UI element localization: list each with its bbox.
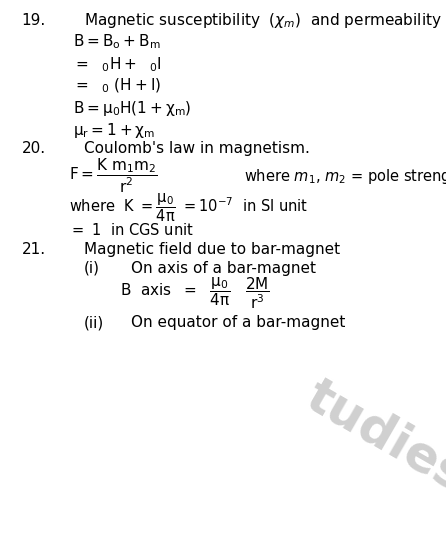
Text: 21.: 21. — [22, 242, 46, 257]
Text: $\mathrm{B = \mu_0 H\left(1 + \chi_m\right)}$: $\mathrm{B = \mu_0 H\left(1 + \chi_m\rig… — [73, 99, 192, 118]
Text: tudies: tudies — [297, 371, 446, 501]
Text: $\mathrm{F = \dfrac{K\ m_1 m_2}{r^2}}$: $\mathrm{F = \dfrac{K\ m_1 m_2}{r^2}}$ — [69, 157, 158, 195]
Text: where  $\mathrm{K\ = \dfrac{\mu_0}{4\pi}\ = 10^{-7}}$  in SI unit: where $\mathrm{K\ = \dfrac{\mu_0}{4\pi}\… — [69, 192, 308, 225]
Text: (ii): (ii) — [84, 315, 104, 330]
Text: $\mathrm{B\ \ axis\ \ =\ \ \dfrac{\mu_0}{4\pi}\ \ \ \dfrac{2M}{r^3}}$: $\mathrm{B\ \ axis\ \ =\ \ \dfrac{\mu_0}… — [120, 276, 270, 311]
Text: 20.: 20. — [22, 141, 46, 156]
Text: Magnetic susceptibility  $(\chi_{m})$  and permeability: Magnetic susceptibility $(\chi_{m})$ and… — [84, 11, 442, 29]
Text: $\mathrm{B = B_o + B_m}$: $\mathrm{B = B_o + B_m}$ — [73, 33, 161, 51]
Text: Magnetic field due to bar-magnet: Magnetic field due to bar-magnet — [84, 242, 340, 257]
Text: Coulomb's law in magnetism.: Coulomb's law in magnetism. — [84, 141, 310, 156]
Text: On equator of a bar-magnet: On equator of a bar-magnet — [131, 315, 345, 330]
Text: On axis of a bar-magnet: On axis of a bar-magnet — [131, 260, 316, 276]
Text: 19.: 19. — [22, 12, 46, 27]
Text: (i): (i) — [84, 260, 100, 276]
Text: $\mathrm{\mu_r = 1 + \chi_m}$: $\mathrm{\mu_r = 1 + \chi_m}$ — [73, 121, 156, 140]
Text: $\mathrm{= \ 1}$  in CGS unit: $\mathrm{= \ 1}$ in CGS unit — [69, 222, 194, 238]
Text: $\mathrm{= \ \ _{0}H + \ \ _{0}I}$: $\mathrm{= \ \ _{0}H + \ \ _{0}I}$ — [73, 55, 161, 73]
Text: where $m_1$, $m_2$ = pole strength: where $m_1$, $m_2$ = pole strength — [244, 167, 446, 185]
Text: $\mathrm{= \ \ _{0} \ (H + I)}$: $\mathrm{= \ \ _{0} \ (H + I)}$ — [73, 77, 161, 95]
